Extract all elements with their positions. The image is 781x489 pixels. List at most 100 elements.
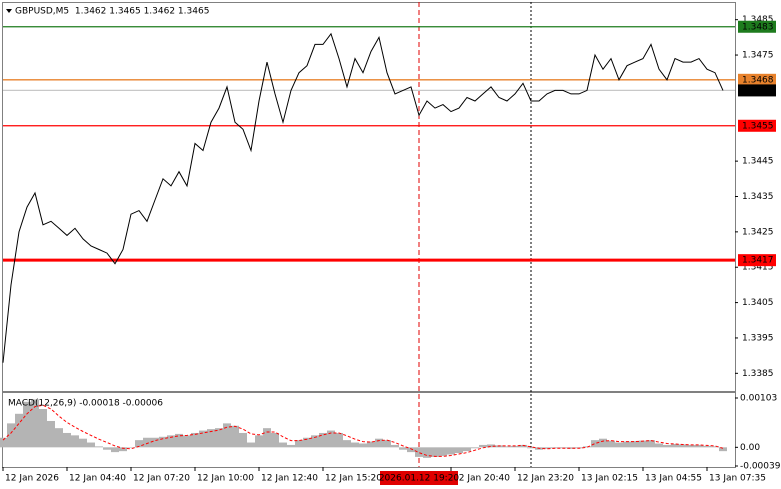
- y-tick-label: 0.00: [740, 443, 760, 453]
- macd-bar: [423, 447, 431, 458]
- price-line: [2, 32, 724, 363]
- macd-bar: [15, 413, 23, 448]
- macd-bar: [703, 445, 711, 448]
- macd-bar: [455, 447, 463, 454]
- macd-bar: [711, 446, 719, 448]
- macd-bar: [87, 442, 95, 448]
- macd-bar: [503, 446, 511, 448]
- macd-bar: [271, 432, 279, 448]
- x-tick-label: 12 Jan 23:20: [517, 474, 574, 484]
- macd-bar: [175, 433, 183, 448]
- chart-title: GBPUSD,M5 1.3462 1.3465 1.3462 1.3465: [15, 7, 209, 17]
- y-tick-label: 1.3445: [742, 157, 774, 167]
- macd-frame: [2, 392, 736, 468]
- macd-bar: [439, 447, 447, 456]
- macd-bar: [263, 428, 271, 448]
- macd-bar: [335, 432, 343, 448]
- macd-bar: [679, 444, 687, 448]
- macd-bar: [567, 447, 575, 449]
- x-tick-label: 12 Jan 20:40: [453, 474, 510, 484]
- crosshair-label: 2026.01.12 19:20: [379, 474, 460, 484]
- macd-bar: [287, 444, 295, 448]
- x-tick-label: 12 Jan 15:20: [325, 474, 382, 484]
- x-tick-label: 12 Jan 12:40: [261, 474, 318, 484]
- macd-bar: [399, 447, 407, 450]
- macd-bar: [39, 409, 47, 448]
- macd-bar: [663, 444, 671, 448]
- macd-bar: [223, 423, 231, 448]
- macd-bar: [359, 443, 367, 448]
- level-label-box: [738, 73, 776, 86]
- macd-bar: [71, 435, 79, 448]
- level-label: 1.3455: [742, 121, 774, 131]
- macd-bar: [671, 443, 679, 448]
- level-label-box: [738, 254, 776, 267]
- macd-bar: [247, 442, 255, 448]
- macd-bar: [183, 435, 191, 448]
- level-label-box: [738, 119, 776, 132]
- macd-bar: [327, 430, 335, 448]
- macd-bar: [191, 432, 199, 448]
- macd-bar: [143, 437, 151, 448]
- macd-bar: [351, 442, 359, 448]
- macd-bar: [471, 447, 479, 449]
- macd-bar: [719, 447, 727, 452]
- macd-bar: [375, 438, 383, 448]
- macd-bar: [599, 438, 607, 448]
- macd-bar: [527, 447, 535, 449]
- macd-bar: [111, 447, 119, 453]
- x-tick-label: 13 Jan 04:55: [645, 474, 702, 484]
- macd-bar: [255, 435, 263, 448]
- macd-bar: [231, 425, 239, 448]
- macd-bar: [215, 428, 223, 448]
- macd-bar: [199, 430, 207, 448]
- macd-bar: [687, 444, 695, 448]
- macd-bar: [511, 445, 519, 448]
- x-tick-label: 13 Jan 07:35: [709, 474, 766, 484]
- macd-bar: [487, 444, 495, 448]
- macd-bar: [167, 435, 175, 448]
- macd-bar: [63, 432, 71, 448]
- macd-bar: [159, 436, 167, 448]
- macd-bar: [383, 440, 391, 448]
- y-tick-label: 0.00103: [740, 394, 777, 404]
- y-tick-label: 1.3385: [742, 369, 774, 379]
- x-tick-label: 12 Jan 10:00: [197, 474, 254, 484]
- macd-bar: [135, 440, 143, 448]
- macd-bar: [391, 444, 399, 448]
- macd-bar: [607, 440, 615, 448]
- macd-bar: [343, 440, 351, 448]
- macd-bar: [319, 432, 327, 448]
- macd-bar: [31, 399, 39, 448]
- macd-bar: [207, 429, 215, 448]
- macd-bar: [447, 447, 455, 455]
- macd-bar: [655, 443, 663, 448]
- level-label: 1.3483: [742, 22, 774, 32]
- macd-bar: [431, 447, 439, 457]
- y-tick-label: 1.3475: [742, 51, 774, 61]
- menu-triangle[interactable]: [6, 9, 12, 13]
- macd-bar: [79, 438, 87, 448]
- macd-bar: [519, 444, 527, 448]
- macd-bar: [47, 420, 55, 448]
- y-tick-label: -0.00039: [740, 462, 781, 472]
- macd-bar: [95, 446, 103, 448]
- macd-bar: [55, 428, 63, 448]
- x-tick-label: 13 Jan 02:15: [581, 474, 638, 484]
- y-tick-label: 1.3425: [742, 227, 774, 237]
- level-label: 1.3468: [742, 75, 774, 85]
- x-tick-label: 12 Jan 2026: [5, 474, 59, 484]
- macd-bar: [583, 446, 591, 448]
- y-tick-label: 1.3405: [742, 298, 774, 308]
- macd-bar: [103, 447, 111, 450]
- macd-bar: [591, 440, 599, 448]
- macd-bar: [23, 401, 31, 448]
- x-tick-label: 12 Jan 07:20: [133, 474, 190, 484]
- macd-bar: [119, 447, 127, 452]
- macd-bar: [479, 444, 487, 448]
- y-tick-label: 1.3485: [742, 15, 774, 25]
- macd-bar: [407, 447, 415, 453]
- macd-bar: [463, 447, 471, 452]
